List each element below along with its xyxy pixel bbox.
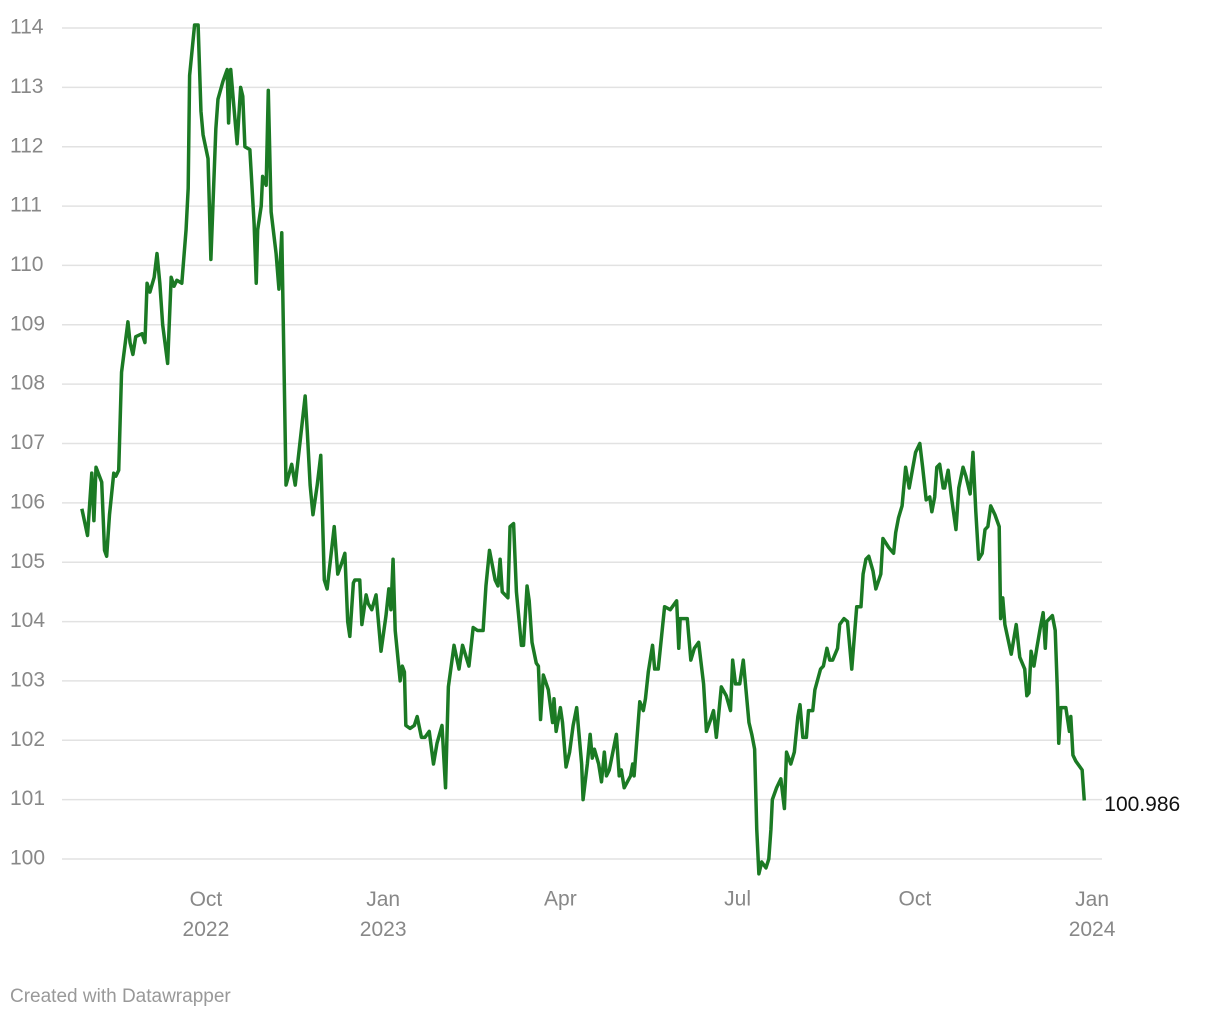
y-tick-label: 110 bbox=[10, 253, 43, 276]
x-tick-label: Oct bbox=[899, 888, 932, 911]
x-tick-label: Jan 2023 bbox=[360, 888, 407, 941]
y-tick-label: 114 bbox=[10, 16, 44, 39]
y-tick-label: 100 bbox=[10, 847, 45, 870]
x-tick-label: Apr bbox=[544, 888, 577, 911]
y-tick-label: 108 bbox=[10, 372, 45, 395]
y-tick-label: 113 bbox=[10, 75, 43, 98]
line bbox=[80, 23, 1087, 876]
y-tick-label: 104 bbox=[10, 609, 45, 632]
y-tick-label: 102 bbox=[10, 728, 45, 751]
y-tick-label: 105 bbox=[10, 550, 45, 573]
y-tick-label: 107 bbox=[10, 431, 45, 454]
y-tick-label: 101 bbox=[10, 787, 45, 810]
end-value-label: 100.986 bbox=[1104, 793, 1180, 816]
y-tick-label: 103 bbox=[10, 668, 45, 691]
x-tick-label: Jan 2024 bbox=[1069, 888, 1116, 941]
x-tick-label: Oct 2022 bbox=[183, 888, 230, 941]
y-tick-label: 112 bbox=[10, 134, 43, 157]
credit: Created with Datawrapper bbox=[10, 986, 231, 1007]
y-tick-label: 109 bbox=[10, 312, 45, 335]
y-tick-label: 111 bbox=[10, 194, 42, 217]
x-tick-label: Jul bbox=[724, 888, 751, 911]
y-tick-label: 106 bbox=[10, 490, 45, 513]
